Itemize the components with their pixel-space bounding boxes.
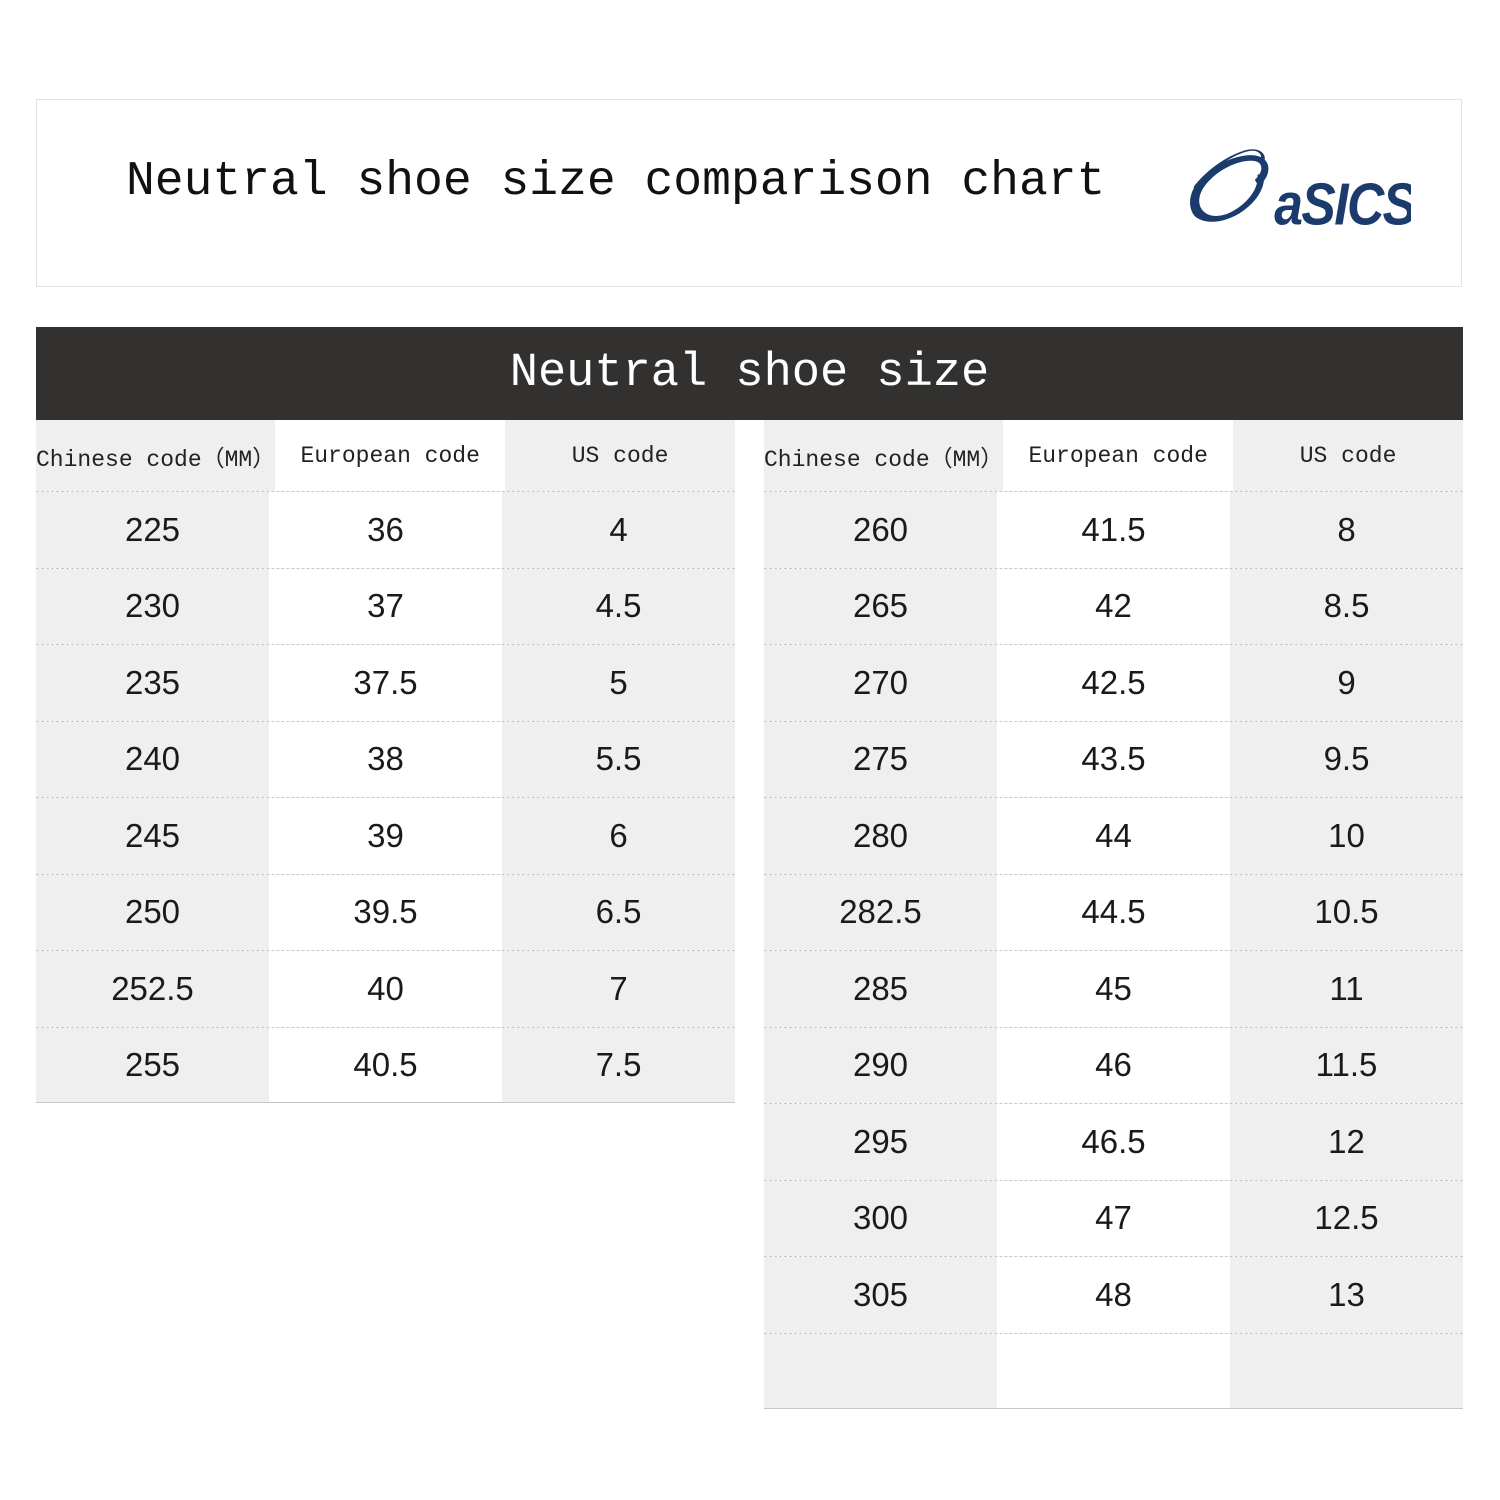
svg-text:aSICS: aSICS (1274, 171, 1411, 228)
